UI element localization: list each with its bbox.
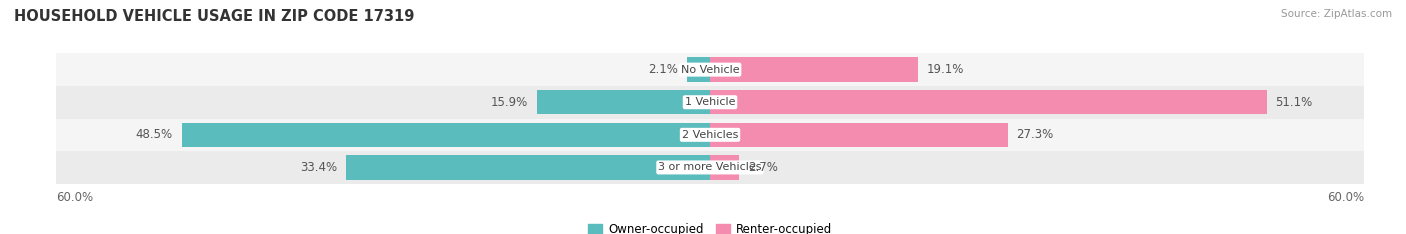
Bar [346,155,710,180]
Text: 1 Vehicle: 1 Vehicle [685,97,735,107]
Text: 2.1%: 2.1% [648,63,679,76]
Bar [537,90,710,114]
Bar [56,151,1364,184]
Bar [56,53,1364,86]
Text: 33.4%: 33.4% [301,161,337,174]
Text: 60.0%: 60.0% [1327,191,1364,204]
Text: 2.7%: 2.7% [748,161,778,174]
Bar [710,123,1008,147]
Text: 19.1%: 19.1% [927,63,965,76]
Text: 60.0%: 60.0% [56,191,93,204]
Bar [181,123,710,147]
Bar [56,119,1364,151]
Text: Source: ZipAtlas.com: Source: ZipAtlas.com [1281,9,1392,19]
Text: 15.9%: 15.9% [491,96,529,109]
Legend: Owner-occupied, Renter-occupied: Owner-occupied, Renter-occupied [583,219,837,234]
Text: 2 Vehicles: 2 Vehicles [682,130,738,140]
Text: 48.5%: 48.5% [136,128,173,141]
Text: 27.3%: 27.3% [1017,128,1053,141]
Text: 51.1%: 51.1% [1275,96,1313,109]
Text: HOUSEHOLD VEHICLE USAGE IN ZIP CODE 17319: HOUSEHOLD VEHICLE USAGE IN ZIP CODE 1731… [14,9,415,24]
Text: No Vehicle: No Vehicle [681,65,740,75]
Text: 3 or more Vehicles: 3 or more Vehicles [658,162,762,172]
Bar [710,90,1267,114]
Bar [688,57,710,82]
Bar [710,57,918,82]
Bar [710,155,740,180]
Bar [56,86,1364,119]
